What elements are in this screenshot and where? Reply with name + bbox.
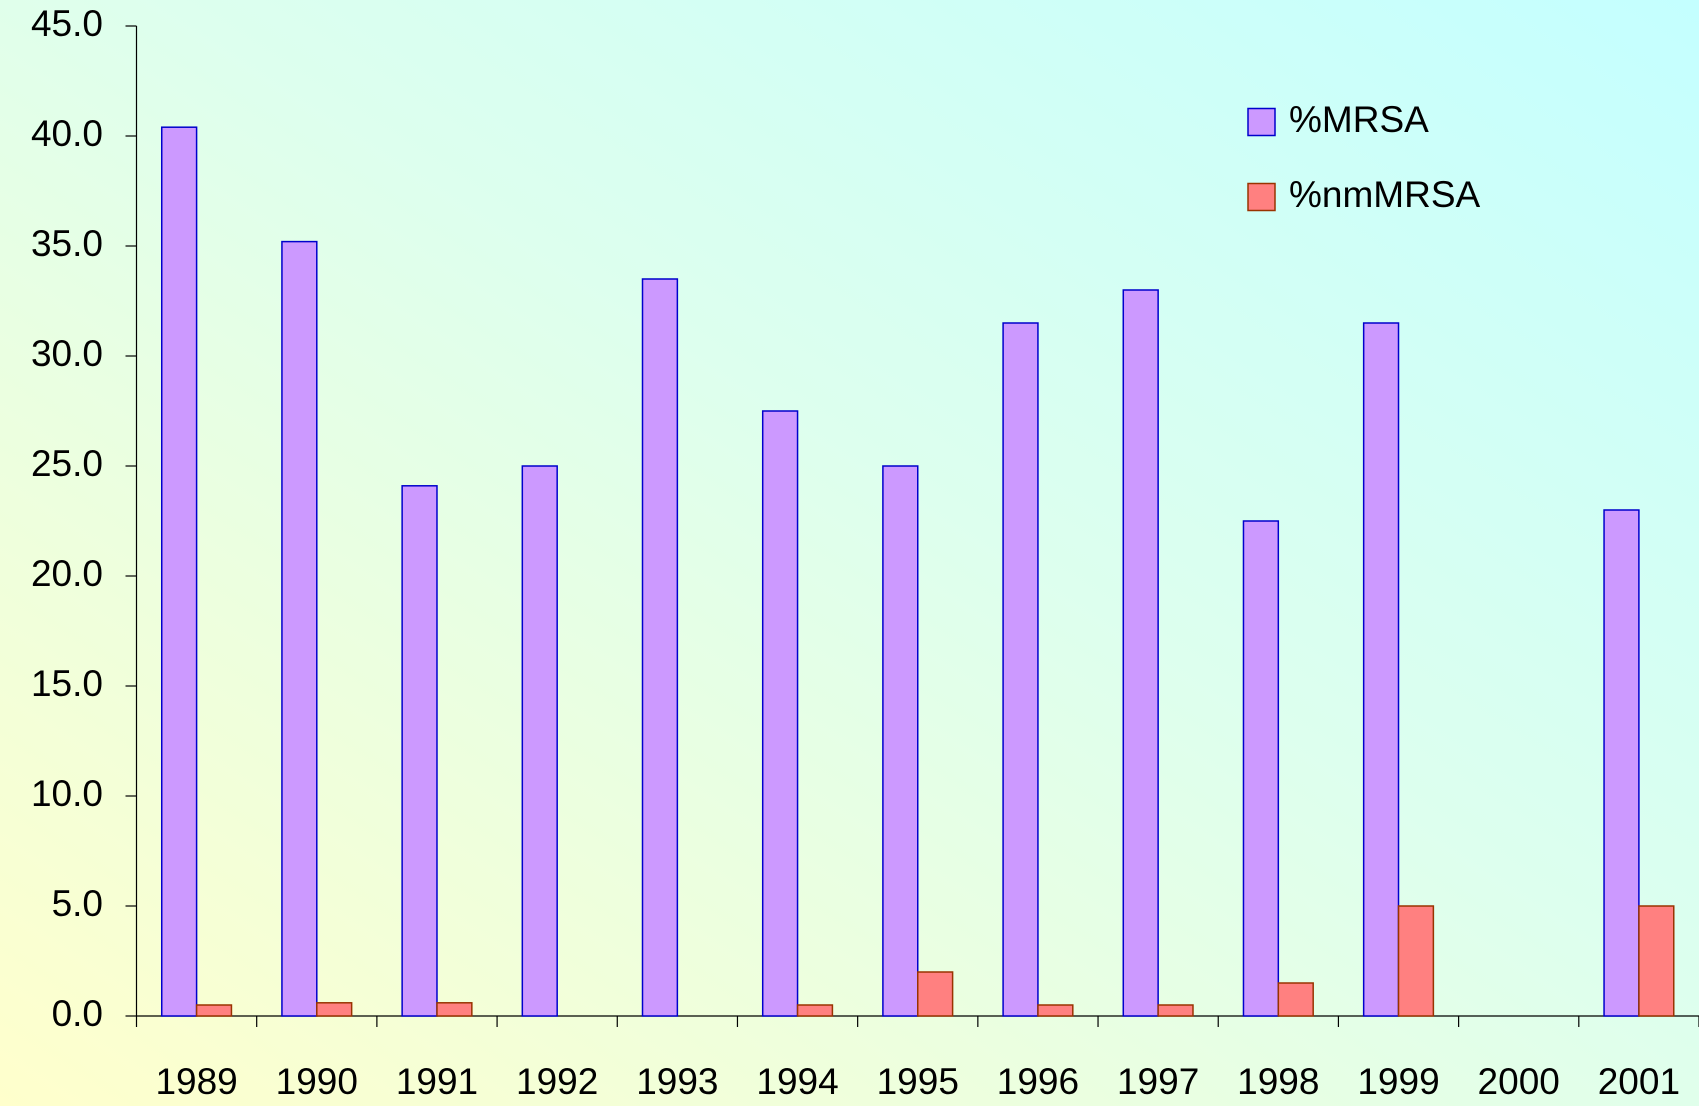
x-tick-label: 1989 (155, 1061, 237, 1102)
y-tick-label: 5.0 (52, 883, 103, 924)
bar (1277, 982, 1314, 1017)
bar (882, 465, 919, 1017)
x-tick-label: 1992 (516, 1061, 598, 1102)
bar (1397, 905, 1435, 1017)
y-tick-label: 40.0 (31, 113, 103, 154)
bar (641, 278, 679, 1017)
y-tick-label: 10.0 (31, 773, 103, 814)
x-tick-label: 1991 (396, 1061, 478, 1102)
y-tick-label: 20.0 (31, 553, 103, 594)
x-tick-label: 1990 (276, 1061, 358, 1102)
bar (1603, 509, 1640, 1017)
bar (195, 1004, 233, 1017)
legend-label: %nmMRSA (1289, 174, 1481, 215)
y-tick-label: 35.0 (31, 223, 103, 264)
bar (1002, 322, 1039, 1017)
x-tick-label: 1999 (1357, 1061, 1439, 1102)
y-tick-label: 30.0 (31, 333, 103, 374)
bar (1638, 905, 1675, 1017)
x-tick-label: 1998 (1237, 1061, 1319, 1102)
bar (160, 126, 198, 1017)
bar (316, 1002, 353, 1017)
bar (917, 971, 954, 1017)
x-tick-label: 2001 (1598, 1061, 1680, 1102)
bar (436, 1002, 473, 1017)
bar (1362, 322, 1400, 1017)
x-tick-label: 2000 (1478, 1061, 1560, 1102)
bar (1157, 1004, 1194, 1017)
y-tick-label: 0.0 (52, 993, 103, 1034)
y-tick-label: 15.0 (31, 663, 103, 704)
y-tick-label: 25.0 (31, 443, 103, 484)
y-tick-label: 45.0 (31, 3, 103, 44)
bar (521, 465, 558, 1017)
bar (1122, 289, 1159, 1017)
legend-label: %MRSA (1289, 99, 1429, 140)
x-tick-label: 1996 (997, 1061, 1079, 1102)
bar (281, 240, 318, 1017)
x-tick-label: 1997 (1117, 1061, 1199, 1102)
legend-swatch (1247, 182, 1276, 212)
bar (1242, 520, 1280, 1017)
bar (796, 1004, 834, 1017)
bar (401, 485, 438, 1017)
x-tick-label: 1994 (756, 1061, 838, 1102)
bar (1037, 1004, 1074, 1017)
legend-swatch (1247, 107, 1276, 137)
x-tick-label: 1993 (636, 1061, 718, 1102)
bar (761, 410, 799, 1017)
x-tick-label: 1995 (877, 1061, 959, 1102)
